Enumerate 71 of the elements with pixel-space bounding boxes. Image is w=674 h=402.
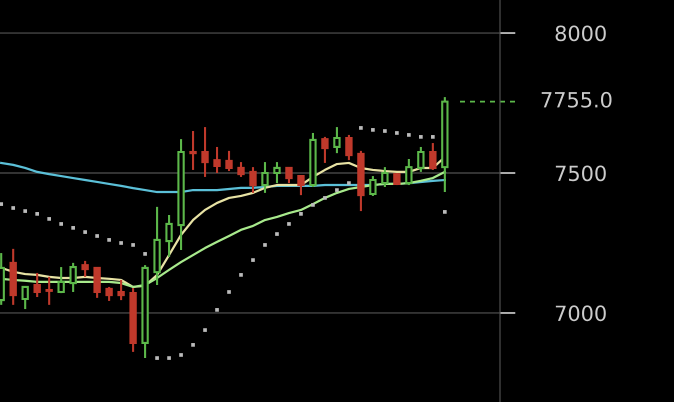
point <box>23 209 28 213</box>
point <box>143 252 147 256</box>
point <box>239 273 243 277</box>
point <box>71 226 75 230</box>
candlestick <box>105 286 113 302</box>
candlestick <box>369 175 377 198</box>
candlestick <box>69 262 77 294</box>
point <box>203 328 207 332</box>
point <box>407 133 411 137</box>
point <box>167 356 171 360</box>
point <box>11 206 16 210</box>
point <box>275 232 279 236</box>
candlestick <box>33 272 41 298</box>
candlestick <box>285 166 293 184</box>
point <box>443 210 447 214</box>
candlestick <box>345 134 353 162</box>
candlestick <box>393 172 401 186</box>
y-tick-label: 8000 <box>556 25 606 42</box>
point <box>323 196 327 200</box>
point <box>107 238 111 242</box>
point <box>131 243 135 247</box>
candlestick <box>249 166 257 194</box>
candlestick <box>405 158 413 186</box>
point <box>155 356 159 360</box>
candlestick <box>213 146 221 174</box>
point <box>35 212 40 216</box>
candlestick <box>225 150 233 172</box>
line-series <box>0 162 446 194</box>
candlestick <box>45 276 53 306</box>
candlestick <box>297 175 305 196</box>
ref-line-label: 7755.0 <box>542 92 612 108</box>
point <box>335 188 339 192</box>
point <box>47 217 51 221</box>
point <box>419 135 423 139</box>
point <box>287 222 291 226</box>
y-tick-label: 7000 <box>556 305 606 322</box>
candlestick <box>189 130 197 171</box>
point <box>251 258 255 262</box>
point <box>299 212 303 216</box>
point <box>383 129 387 133</box>
candlestick <box>237 161 245 178</box>
point <box>119 241 123 245</box>
candlestick <box>417 146 425 173</box>
point <box>359 126 363 130</box>
point <box>431 135 435 139</box>
candlestick <box>201 126 209 178</box>
candlestick <box>81 260 89 278</box>
candlestick <box>57 266 65 294</box>
point <box>179 353 183 357</box>
point <box>191 343 195 347</box>
point <box>95 234 99 238</box>
point <box>347 181 351 185</box>
candlestick <box>165 214 173 258</box>
candlestick <box>273 161 281 184</box>
candlestick <box>381 166 389 188</box>
point <box>371 128 375 132</box>
candlestick <box>321 136 329 164</box>
point <box>59 222 63 226</box>
candlestick <box>333 126 341 154</box>
point <box>263 243 267 247</box>
point <box>215 308 219 312</box>
point <box>395 131 399 135</box>
y-tick-label: 7500 <box>556 165 606 182</box>
candlestick <box>117 278 125 302</box>
point <box>227 290 231 294</box>
candlestick <box>21 285 29 310</box>
candlestick <box>429 142 437 171</box>
point <box>83 230 87 234</box>
candlestick <box>261 161 269 194</box>
point <box>311 203 315 207</box>
point <box>0 202 4 206</box>
